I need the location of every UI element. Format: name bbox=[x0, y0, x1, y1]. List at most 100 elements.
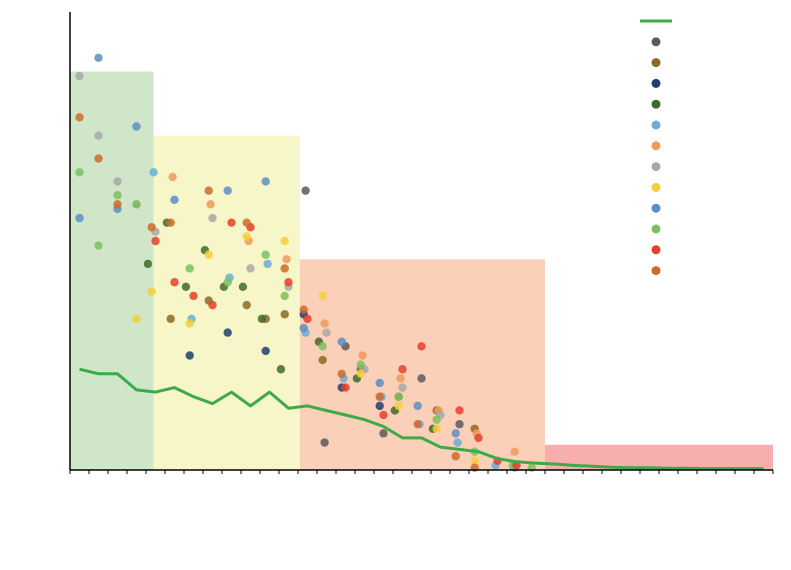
point-s2-1 bbox=[166, 314, 175, 324]
scatter-points bbox=[75, 53, 536, 472]
point-s8-2 bbox=[147, 287, 156, 296]
point-s6-4 bbox=[282, 255, 291, 264]
point-s8-1 bbox=[132, 314, 141, 324]
point-s7-2 bbox=[94, 131, 103, 140]
point-s9-5 bbox=[170, 195, 179, 204]
point-s4-6 bbox=[238, 282, 248, 291]
point-s1-6 bbox=[455, 420, 464, 429]
point-s4-1 bbox=[143, 259, 153, 269]
point-s11-3 bbox=[189, 291, 198, 301]
point-s12-11 bbox=[375, 392, 384, 401]
point-s4-8 bbox=[276, 365, 286, 374]
zone-3 bbox=[299, 259, 545, 470]
legend-marker-5 bbox=[651, 120, 661, 130]
point-s8-7 bbox=[318, 291, 327, 301]
point-s4-7 bbox=[257, 314, 267, 324]
point-s12-9 bbox=[299, 305, 308, 314]
point-s9-9 bbox=[337, 337, 346, 346]
point-s2-6 bbox=[318, 355, 327, 365]
legend-marker-8 bbox=[651, 182, 661, 192]
legend-marker-4 bbox=[651, 99, 661, 109]
point-s3-3 bbox=[261, 346, 270, 356]
point-s6-2 bbox=[206, 200, 215, 209]
point-s3-2 bbox=[223, 328, 232, 337]
point-s1-4 bbox=[379, 429, 388, 438]
point-s12-12 bbox=[413, 420, 422, 429]
point-s8-5 bbox=[242, 232, 251, 241]
point-s5-1 bbox=[149, 168, 158, 177]
point-s9-1 bbox=[75, 213, 84, 223]
zone-2 bbox=[153, 135, 300, 470]
point-s6-7 bbox=[396, 374, 405, 383]
point-s7-1 bbox=[75, 71, 84, 81]
point-s10-8 bbox=[280, 291, 289, 301]
point-s10-11 bbox=[394, 392, 403, 401]
point-s10-12 bbox=[432, 415, 441, 424]
point-s10-2 bbox=[94, 241, 103, 250]
legend-marker-2 bbox=[651, 58, 661, 68]
point-s12-10 bbox=[337, 369, 346, 379]
legend-marker-12 bbox=[651, 266, 661, 276]
legend-marker-10 bbox=[651, 224, 661, 234]
point-s7-6 bbox=[208, 213, 217, 223]
point-s10-1 bbox=[75, 168, 84, 177]
point-s1-2 bbox=[320, 438, 329, 447]
point-s11-9 bbox=[341, 383, 350, 392]
point-s8-10 bbox=[432, 424, 441, 433]
point-s11-4 bbox=[208, 300, 217, 310]
legend bbox=[640, 19, 672, 276]
legend-marker-7 bbox=[651, 162, 661, 172]
point-s12-5 bbox=[166, 218, 175, 227]
point-s10-3 bbox=[113, 191, 122, 200]
point-s12-3 bbox=[113, 200, 122, 209]
point-s8-11 bbox=[470, 456, 479, 466]
point-s12-13 bbox=[451, 452, 460, 461]
point-s10-7 bbox=[261, 250, 270, 259]
point-s11-8 bbox=[303, 314, 312, 324]
point-s11-10 bbox=[379, 410, 388, 420]
point-s9-11 bbox=[413, 401, 422, 411]
point-s8-9 bbox=[394, 401, 403, 411]
point-s12-2 bbox=[94, 154, 103, 163]
point-s6-6 bbox=[358, 351, 367, 360]
point-s9-10 bbox=[375, 378, 384, 388]
trend-line bbox=[79, 367, 764, 471]
point-s6-10 bbox=[510, 447, 519, 456]
point-s12-4 bbox=[147, 223, 156, 232]
legend-marker-3 bbox=[651, 78, 661, 88]
legend-marker-6 bbox=[651, 141, 661, 151]
point-s1-1 bbox=[301, 186, 310, 195]
point-s11-5 bbox=[227, 218, 236, 227]
zone-1 bbox=[70, 71, 154, 470]
point-s2-3 bbox=[242, 300, 251, 310]
point-s8-6 bbox=[280, 236, 289, 246]
legend-marker-1 bbox=[651, 37, 661, 47]
point-s3-1 bbox=[185, 351, 194, 360]
point-s3-6 bbox=[375, 401, 384, 411]
point-s10-9 bbox=[318, 342, 327, 351]
point-s8-4 bbox=[204, 250, 213, 259]
point-s11-13 bbox=[455, 406, 464, 415]
point-s9-6 bbox=[223, 186, 232, 195]
point-s5-9 bbox=[453, 438, 462, 447]
point-s8-8 bbox=[356, 369, 365, 379]
point-s10-5 bbox=[185, 264, 194, 273]
point-s7-3 bbox=[113, 177, 122, 186]
point-s11-14 bbox=[474, 433, 483, 443]
point-s7-11 bbox=[398, 383, 407, 392]
point-s11-1 bbox=[151, 236, 160, 246]
point-s2-5 bbox=[280, 310, 289, 319]
axes bbox=[69, 12, 774, 474]
point-s12-1 bbox=[75, 113, 84, 122]
point-s10-4 bbox=[132, 200, 141, 209]
point-s9-12 bbox=[451, 429, 460, 438]
legend-marker-11 bbox=[651, 245, 661, 255]
legend-marker-9 bbox=[651, 203, 661, 213]
point-s5-4 bbox=[263, 259, 272, 269]
point-s10-10 bbox=[356, 360, 365, 369]
point-s11-7 bbox=[284, 278, 293, 287]
point-s11-11 bbox=[398, 365, 407, 374]
point-s8-3 bbox=[185, 319, 194, 328]
